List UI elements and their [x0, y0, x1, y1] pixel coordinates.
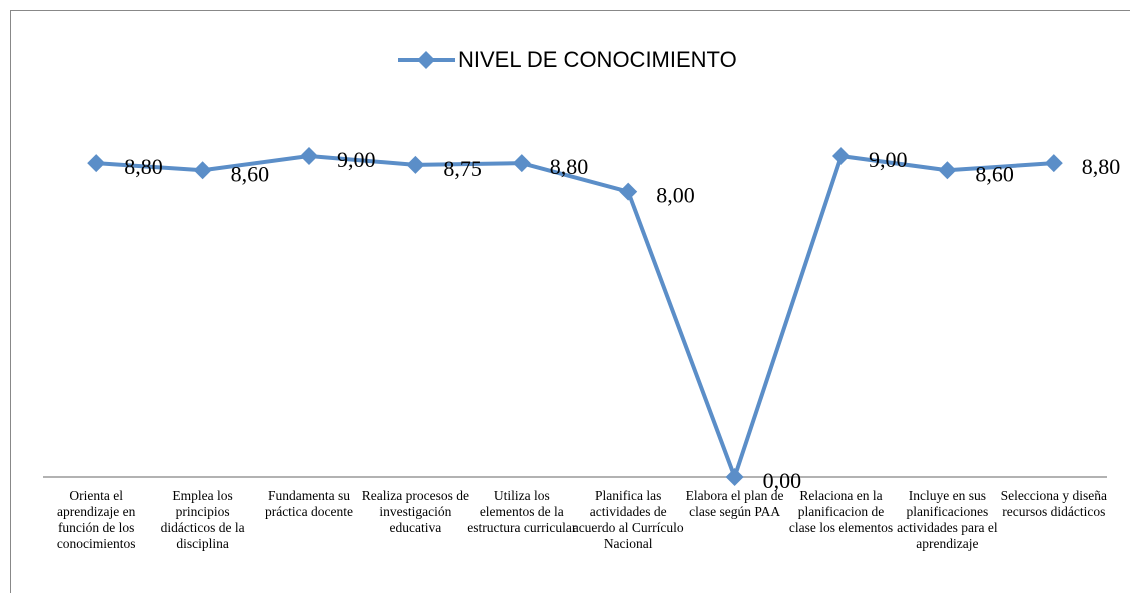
x-tick-label: Selecciona y diseña recursos didácticos [1000, 488, 1108, 519]
x-tick-label: Utiliza los elementos de la estructura c… [467, 488, 577, 535]
data-label: 0,00 [763, 468, 802, 493]
x-tick-label: Planifica las actividades de acuerdo al … [572, 488, 684, 551]
marker [406, 155, 425, 174]
x-tick-label: Realiza procesos de investigación educat… [361, 488, 469, 535]
data-label: 8,00 [656, 183, 695, 208]
x-tick-label: Orienta el aprendizaje en función de los… [56, 488, 136, 551]
data-label: 9,00 [337, 147, 376, 172]
data-label: 8,75 [443, 156, 482, 181]
data-label: 8,60 [231, 161, 270, 186]
chart-border [10, 10, 1130, 593]
marker [938, 161, 957, 180]
x-tick-label: Relaciona en la planificacion de clase l… [788, 488, 894, 535]
data-label: 8,80 [1082, 154, 1121, 179]
marker [725, 468, 744, 486]
legend-marker [417, 51, 435, 69]
marker [87, 154, 106, 173]
x-tick-label: Fundamenta su práctica docente [264, 488, 354, 519]
marker [832, 147, 850, 165]
x-tick-label: Emplea los principios didácticos de la d… [160, 488, 245, 551]
x-tick-label: Elabora el plan de clase según PAA [685, 488, 784, 519]
series-line [96, 154, 1054, 479]
marker [512, 154, 531, 173]
data-label: 8,80 [124, 154, 163, 179]
marker [1044, 154, 1063, 173]
legend-label: NIVEL DE CONOCIMIENTO [458, 47, 737, 72]
data-label: 9,00 [869, 147, 908, 172]
data-label: 8,80 [550, 154, 589, 179]
data-label: 8,60 [975, 161, 1014, 186]
marker [193, 161, 212, 180]
x-tick-label: Incluye en sus planificaciones actividad… [897, 488, 998, 551]
marker [300, 147, 318, 165]
marker [619, 182, 638, 201]
